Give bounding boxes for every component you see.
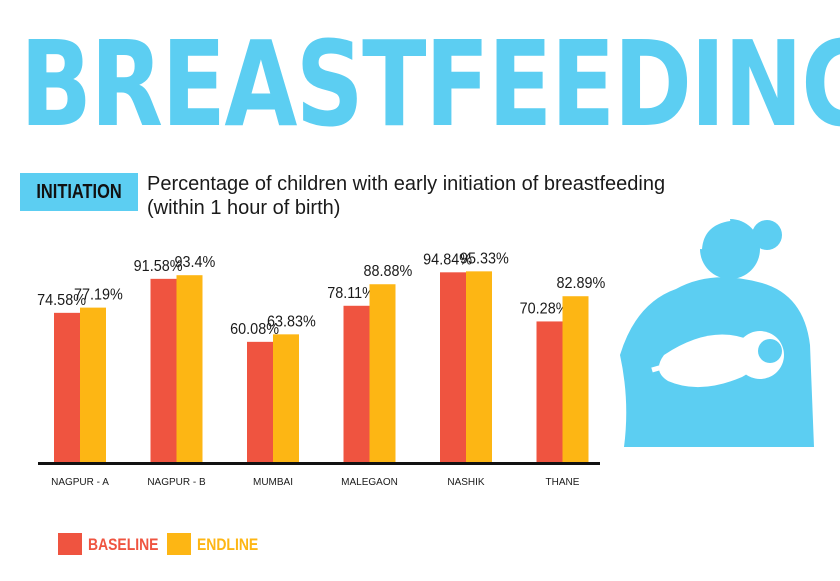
initiation-badge: INITIATION [20, 173, 138, 211]
legend-label-endline: ENDLINE [197, 535, 259, 554]
bar-baseline-1 [150, 278, 177, 462]
bar-endline-1 [176, 275, 203, 462]
bar-baseline-5 [536, 321, 563, 462]
page-title: BREASTFEEDING [20, 15, 840, 153]
category-label-4: NASHIK [447, 477, 485, 488]
bar-baseline-3 [343, 305, 370, 462]
data-label-baseline-1: 91.58% [134, 257, 183, 275]
legend-label-baseline: BASELINE [88, 535, 159, 554]
data-label-endline-5: 82.89% [556, 275, 605, 293]
initiation-badge-label: INITIATION [36, 181, 122, 203]
bar-baseline-4 [440, 272, 466, 462]
data-label-baseline-5: 70.28% [520, 300, 569, 318]
data-label-endline-0: 77.19% [74, 286, 123, 304]
data-label-endline-4: 95.33% [460, 250, 509, 268]
data-label-endline-3: 88.88% [363, 263, 412, 281]
bar-endline-2 [273, 334, 299, 462]
category-label-5: THANE [546, 477, 580, 488]
legend-swatch-endline [167, 533, 191, 555]
data-label-endline-2: 63.83% [267, 313, 316, 331]
data-label-endline-1: 93.4% [174, 254, 215, 272]
bar-endline-5 [562, 296, 589, 462]
legend-swatch-baseline [58, 533, 82, 555]
chart-title: Percentage of children with early initia… [147, 172, 747, 220]
chart-title-line1: Percentage of children with early initia… [147, 173, 666, 195]
category-label-3: MALEGAON [341, 477, 398, 488]
data-label-baseline-4: 94.84% [423, 251, 472, 269]
category-label-0: NAGPUR - A [51, 477, 109, 488]
chart-title-line2: (within 1 hour of birth) [147, 197, 341, 219]
data-label-baseline-0: 74.58% [37, 291, 86, 309]
bar-endline-3 [369, 284, 396, 462]
bar-endline-4 [466, 271, 492, 462]
data-label-baseline-3: 78.11% [327, 284, 375, 302]
data-label-baseline-2: 60.08% [230, 320, 279, 338]
category-label-2: MUMBAI [253, 477, 293, 488]
category-label-1: NAGPUR - B [147, 477, 206, 488]
bar-baseline-0 [54, 312, 80, 462]
bar-endline-0 [80, 307, 106, 462]
breastfeeding-mother-icon [620, 217, 814, 447]
bar-baseline-2 [247, 341, 273, 462]
